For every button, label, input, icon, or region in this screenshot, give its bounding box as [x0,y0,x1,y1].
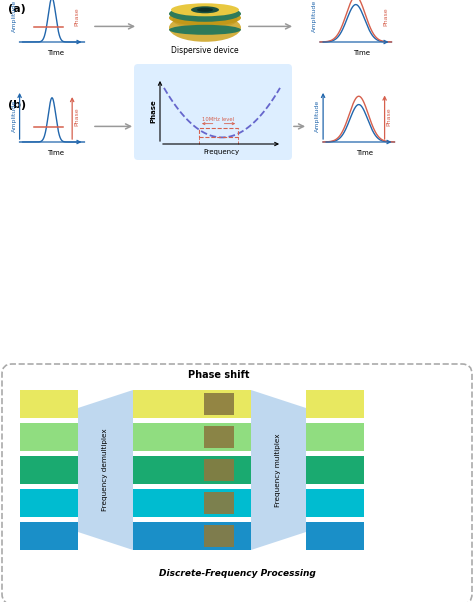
Bar [20,456,78,484]
Bar [204,492,234,514]
Ellipse shape [173,11,237,29]
Text: Phase shift: Phase shift [188,370,249,380]
Text: Phase: Phase [74,108,79,126]
Text: Phase: Phase [74,8,79,26]
Text: Dispersive device: Dispersive device [171,46,239,55]
Text: Discrete-Frequency Processing: Discrete-Frequency Processing [159,569,315,578]
Text: Amplitude: Amplitude [11,0,17,32]
Polygon shape [78,390,133,550]
Text: (a): (a) [8,4,26,14]
Bar [204,393,234,415]
Bar [133,456,251,484]
FancyBboxPatch shape [2,364,472,602]
Bar [20,423,78,451]
Text: Phase: Phase [150,99,156,123]
Bar [306,489,364,517]
Bar [204,426,234,448]
Bar [133,390,251,418]
Bar [306,423,364,451]
Ellipse shape [169,25,241,35]
Bar [20,390,78,418]
Text: Phase: Phase [387,108,392,126]
Polygon shape [251,390,306,550]
Ellipse shape [169,14,241,42]
Text: Amplitude: Amplitude [11,100,17,132]
Ellipse shape [197,8,213,12]
Text: 10MHz level: 10MHz level [202,117,235,122]
Ellipse shape [169,10,241,26]
Bar [204,459,234,481]
Text: Frequency: Frequency [203,149,239,155]
Bar [20,522,78,550]
Text: Time: Time [353,50,370,56]
Text: (b): (b) [8,100,26,110]
Text: Amplitude: Amplitude [312,0,317,32]
Bar [20,489,78,517]
Ellipse shape [169,6,241,22]
Text: Frequency multiplex: Frequency multiplex [275,433,282,507]
Text: Frequency demultiplex: Frequency demultiplex [102,429,109,511]
FancyBboxPatch shape [134,64,292,160]
Bar [133,522,251,550]
Text: Time: Time [47,150,64,156]
Bar [306,390,364,418]
Text: Amplitude: Amplitude [315,100,320,132]
Bar [306,456,364,484]
Text: Phase: Phase [383,8,389,26]
Bar [306,522,364,550]
Bar [133,423,251,451]
Ellipse shape [171,3,239,16]
Ellipse shape [191,6,219,13]
Text: Time: Time [356,150,373,156]
Text: Time: Time [47,50,64,56]
Bar [204,525,234,547]
Bar [133,489,251,517]
